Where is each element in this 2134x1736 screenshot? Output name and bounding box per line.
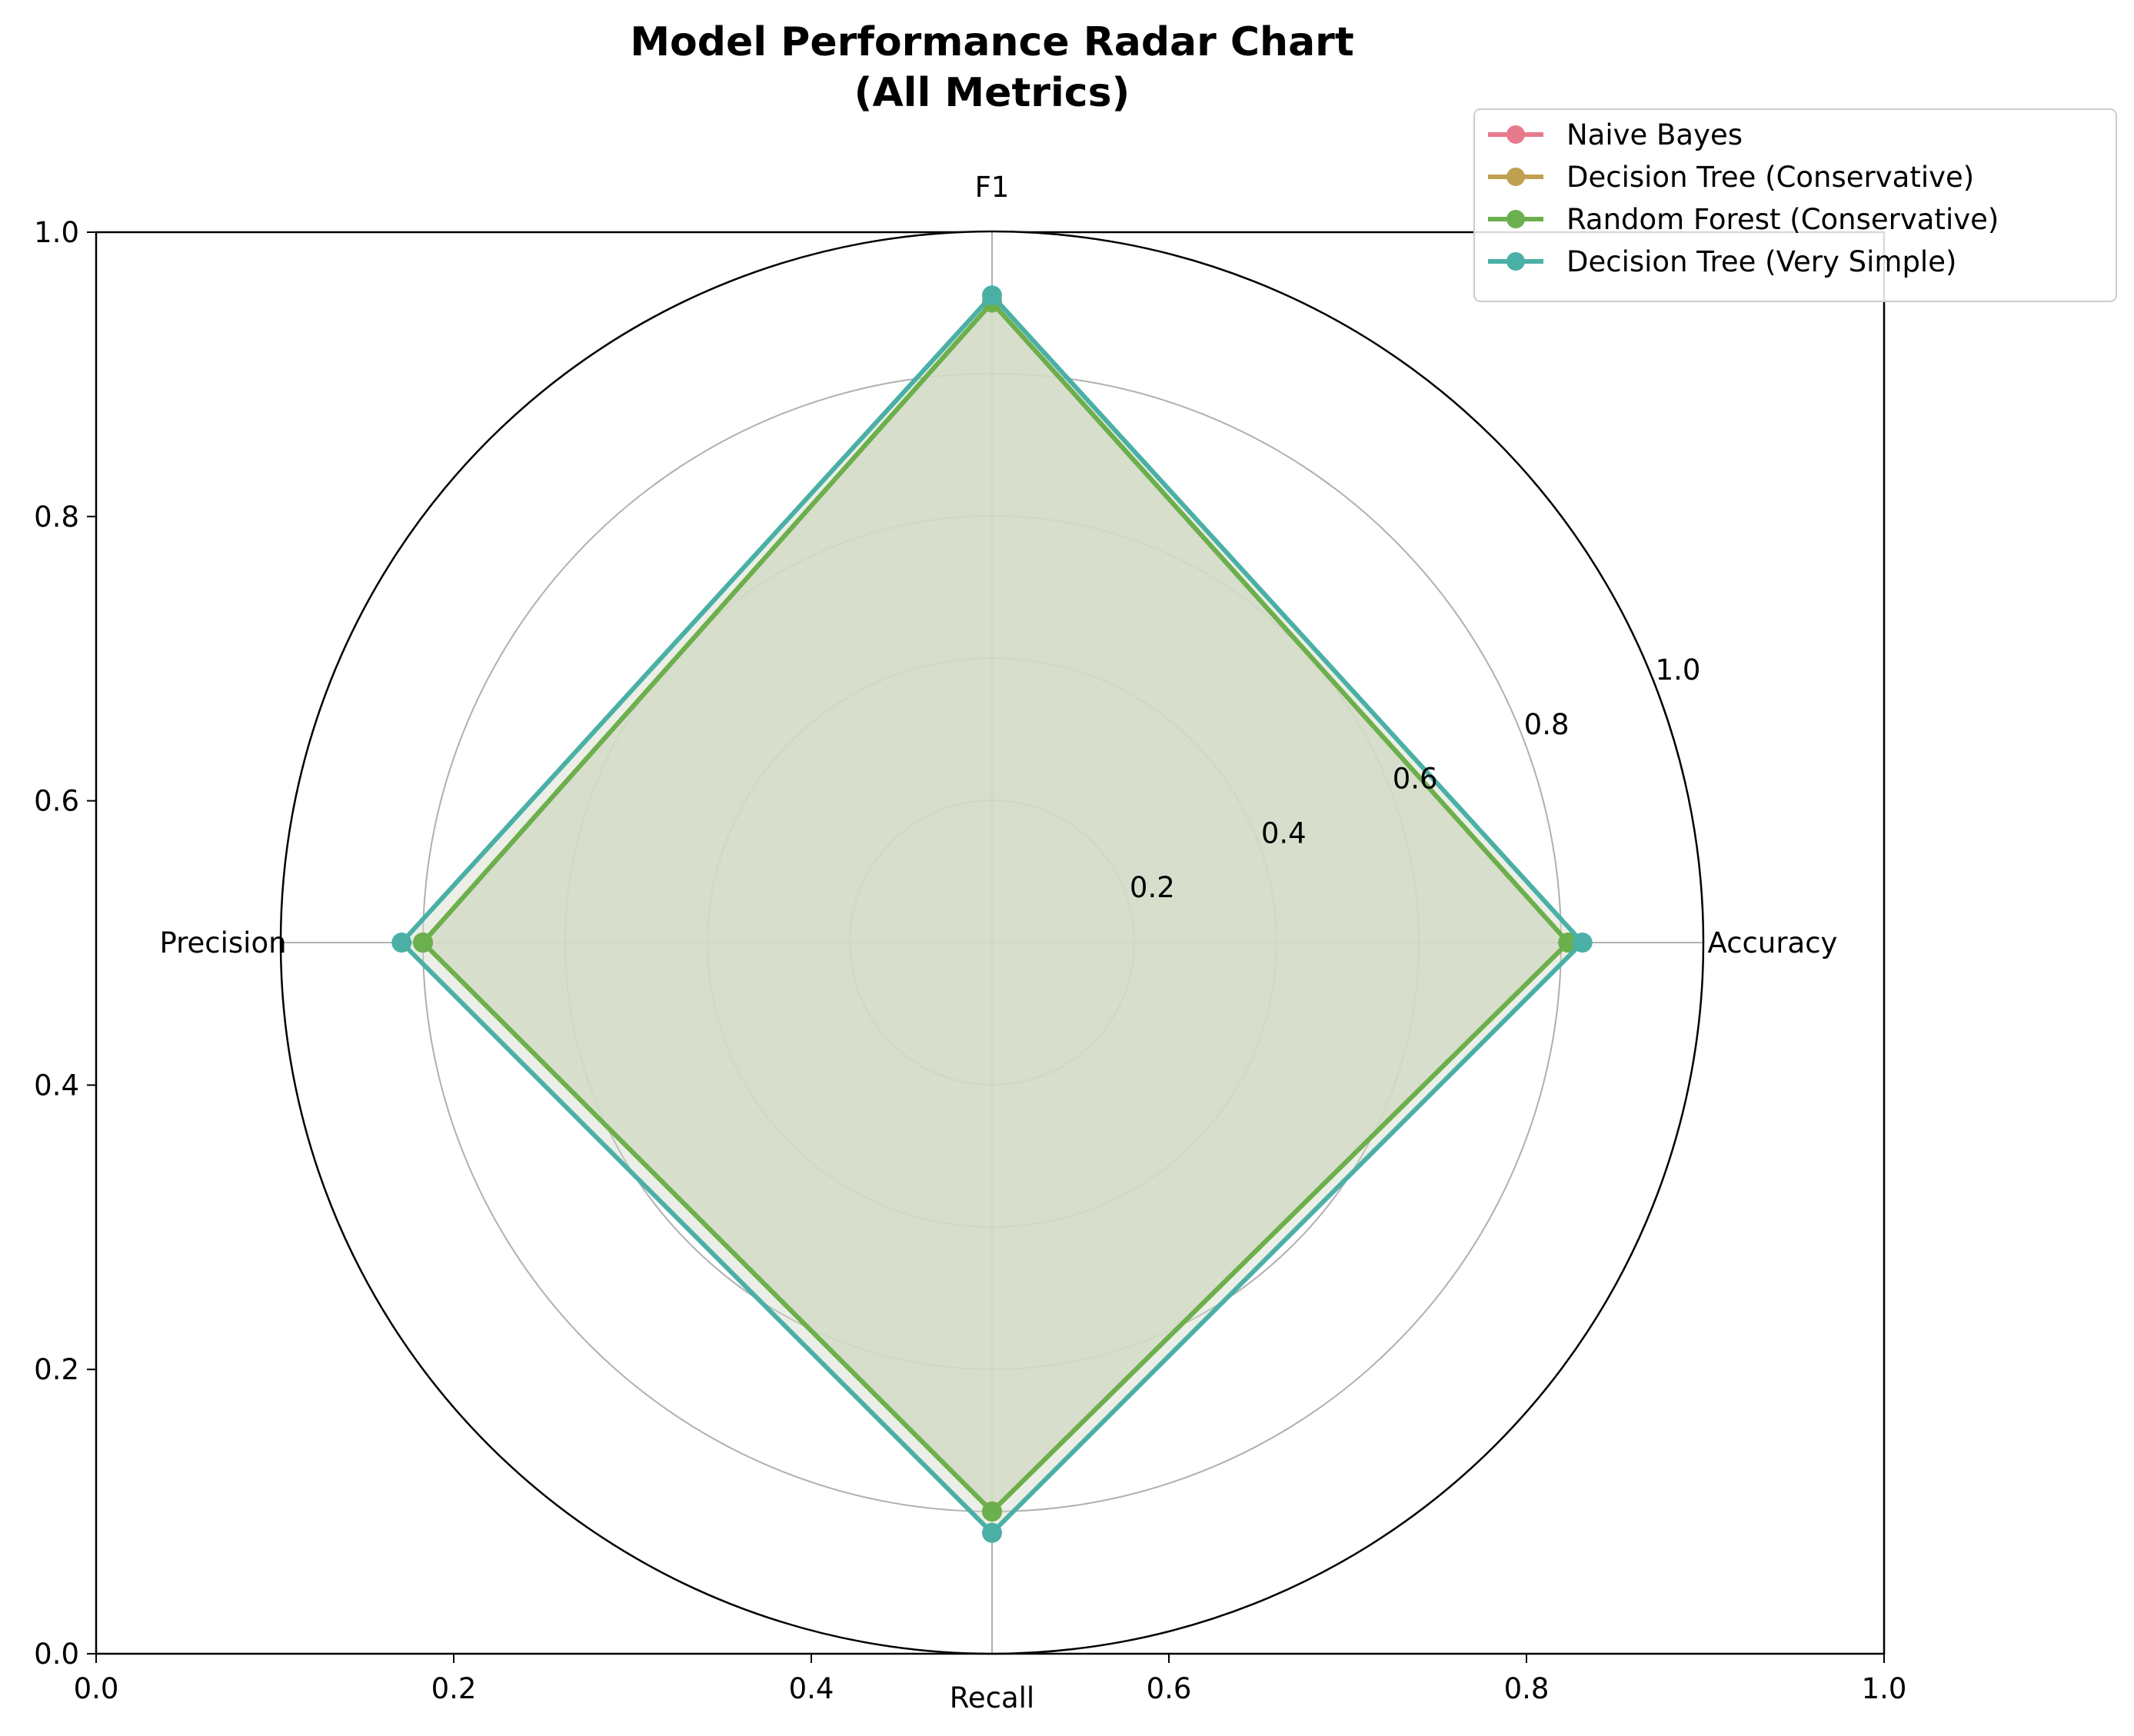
radial-tick-label: 0.4 <box>1261 816 1307 850</box>
series-marker <box>1558 933 1579 953</box>
series-marker <box>982 285 1002 306</box>
radar-axis-label: Recall <box>950 1681 1034 1714</box>
x-tick-label: 1.0 <box>1862 1672 1907 1705</box>
x-tick-label: 0.4 <box>789 1672 834 1705</box>
legend: Naive Bayes Decision Tree (Conservative) R… <box>1473 108 2117 302</box>
legend-entry-label: Random Forest (Conservative) <box>1566 203 1999 236</box>
radial-tick-label: 1.0 <box>1656 653 1701 687</box>
chart-title-line2: (All Metrics) <box>854 70 1130 116</box>
series-fill <box>423 302 1569 1512</box>
y-tick-label: 0.4 <box>34 1069 79 1102</box>
x-tick-label: 0.6 <box>1147 1672 1192 1705</box>
radar-outer-circle <box>279 230 1705 1655</box>
x-tick-label: 0.2 <box>431 1672 477 1705</box>
y-tick-label: 0.6 <box>34 785 79 818</box>
series-marker <box>413 933 433 953</box>
radar-axis-label: Accuracy <box>1708 926 1838 959</box>
legend-swatch-marker <box>1506 125 1525 144</box>
legend-entry-label: Decision Tree (Very Simple) <box>1566 245 1956 278</box>
chart-title-line1: Model Performance Radar Chart <box>630 19 1353 65</box>
radial-tick-label: 0.6 <box>1393 763 1438 796</box>
y-tick-label: 0.8 <box>34 501 79 534</box>
x-tick-label: 0.0 <box>74 1672 119 1705</box>
legend-swatch-marker <box>1506 252 1525 271</box>
y-tick-label: 0.2 <box>34 1353 79 1386</box>
series-marker <box>982 1522 1002 1543</box>
y-tick-label: 1.0 <box>34 216 79 249</box>
radar-axis-label: Precision <box>159 926 286 959</box>
series-marker <box>982 1502 1002 1521</box>
y-tick-labels: 0.0 0.2 0.4 0.6 0.8 1.0 <box>34 216 96 1671</box>
x-tick-labels: 0.0 0.2 0.4 0.6 0.8 1.0 <box>74 1654 1907 1705</box>
legend-entry-label: Decision Tree (Conservative) <box>1566 161 1974 194</box>
legend-box <box>1473 108 2117 302</box>
y-tick-label: 0.0 <box>34 1638 79 1671</box>
legend-entry-label: Naive Bayes <box>1566 118 1743 151</box>
radar-plot-area: 0.2 0.4 0.6 0.8 1.0 Accuracy F1 Precision Recall <box>159 171 1837 1714</box>
legend-swatch-marker <box>1506 210 1525 228</box>
radar-axis-label: F1 <box>975 171 1010 204</box>
series-marker <box>1572 933 1593 953</box>
series-fill <box>423 302 1569 1512</box>
radial-tick-label: 0.2 <box>1130 871 1175 904</box>
series-marker <box>391 933 412 953</box>
series-fill <box>423 302 1569 1512</box>
legend-swatch-marker <box>1506 168 1525 186</box>
x-tick-label: 0.8 <box>1504 1672 1550 1705</box>
series-fill <box>401 295 1583 1533</box>
radial-tick-label: 0.8 <box>1524 708 1570 741</box>
